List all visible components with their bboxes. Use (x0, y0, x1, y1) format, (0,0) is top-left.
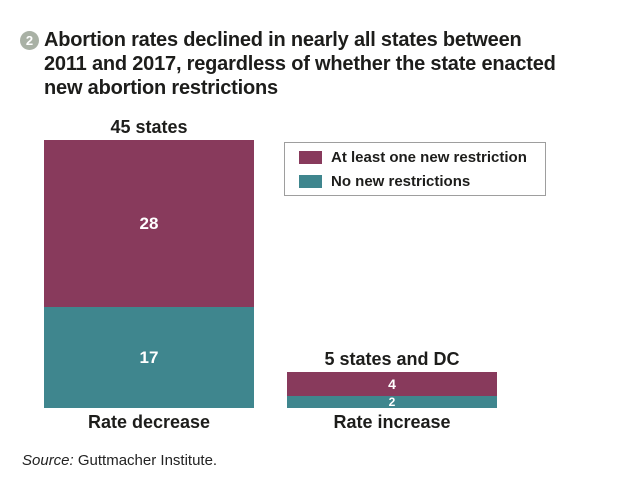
bar-segment-decrease-no-restriction: 17 (44, 307, 254, 408)
chart-legend: At least one new restriction No new rest… (284, 142, 546, 196)
bar-value-label: 2 (388, 395, 396, 409)
legend-swatch-teal-icon (299, 174, 322, 188)
bar-segment-increase-no-restriction: 2 (287, 396, 497, 408)
figure-title: Abortion rates declined in nearly all st… (44, 28, 614, 100)
bar-value-label: 28 (139, 213, 159, 233)
legend-item-restriction: At least one new restriction (299, 149, 545, 166)
category-label-rate-decrease: Rate decrease (87, 412, 211, 432)
bar-total-label-rate-decrease: 45 states (110, 117, 188, 137)
stacked-bar-rate-increase: 4 2 (287, 372, 497, 408)
legend-label: At least one new restriction (331, 148, 527, 166)
bar-segment-decrease-restriction: 28 (44, 140, 254, 307)
bar-value-label: 17 (139, 347, 159, 367)
legend-label: No new restrictions (331, 172, 471, 190)
legend-swatch-maroon-icon (299, 150, 322, 164)
legend-item-no-restriction: No new restrictions (299, 173, 545, 190)
bar-segment-increase-restriction: 4 (287, 372, 497, 396)
figure-number-badge: 2 (20, 31, 39, 50)
bar-total-label-rate-increase: 5 states and DC (324, 349, 460, 369)
source-label: Source: (22, 452, 74, 469)
figure-title-line-2: 2011 and 2017, regardless of whether the… (44, 53, 556, 75)
source-line: Source: Guttmacher Institute. (22, 452, 217, 469)
source-text: Guttmacher Institute. (73, 452, 218, 469)
stacked-bar-rate-decrease: 28 17 (44, 140, 254, 408)
bar-value-label: 4 (388, 376, 396, 392)
figure-title-line-3: new abortion restrictions (44, 77, 278, 99)
figure-title-line-1: Abortion rates declined in nearly all st… (44, 29, 522, 51)
category-label-rate-increase: Rate increase (333, 412, 451, 432)
